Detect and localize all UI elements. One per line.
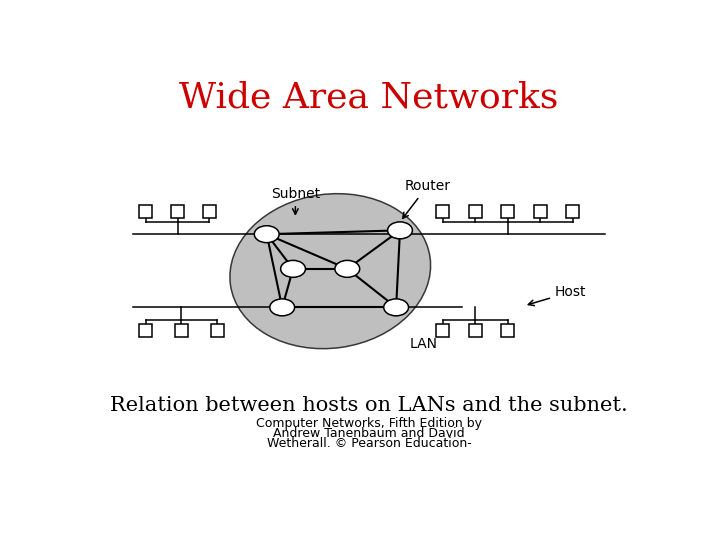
Bar [436, 323, 449, 336]
Bar [171, 205, 184, 218]
Bar [469, 323, 482, 336]
Bar [203, 205, 216, 218]
Bar [139, 205, 153, 218]
Bar [139, 323, 153, 336]
Ellipse shape [387, 222, 413, 239]
Text: Andrew Tanenbaum and David: Andrew Tanenbaum and David [273, 427, 465, 440]
Bar [566, 205, 580, 218]
Bar [501, 323, 514, 336]
Text: Wetherall. © Pearson Education-: Wetherall. © Pearson Education- [266, 437, 472, 450]
Bar [436, 205, 449, 218]
Text: Wide Area Networks: Wide Area Networks [179, 80, 559, 114]
Ellipse shape [230, 194, 431, 349]
Text: Relation between hosts on LANs and the subnet.: Relation between hosts on LANs and the s… [110, 396, 628, 415]
Bar [469, 205, 482, 218]
Ellipse shape [281, 260, 305, 278]
Ellipse shape [270, 299, 294, 316]
Bar [210, 323, 224, 336]
Text: Subnet: Subnet [271, 187, 320, 214]
Text: Host: Host [528, 285, 587, 306]
Text: Computer Networks, Fifth Edition by: Computer Networks, Fifth Edition by [256, 417, 482, 430]
Ellipse shape [254, 226, 279, 242]
Bar [175, 323, 188, 336]
Text: Router: Router [402, 179, 450, 218]
Bar [534, 205, 546, 218]
Ellipse shape [384, 299, 408, 316]
Bar [501, 205, 514, 218]
Text: LAN: LAN [409, 336, 437, 350]
Ellipse shape [335, 260, 360, 278]
